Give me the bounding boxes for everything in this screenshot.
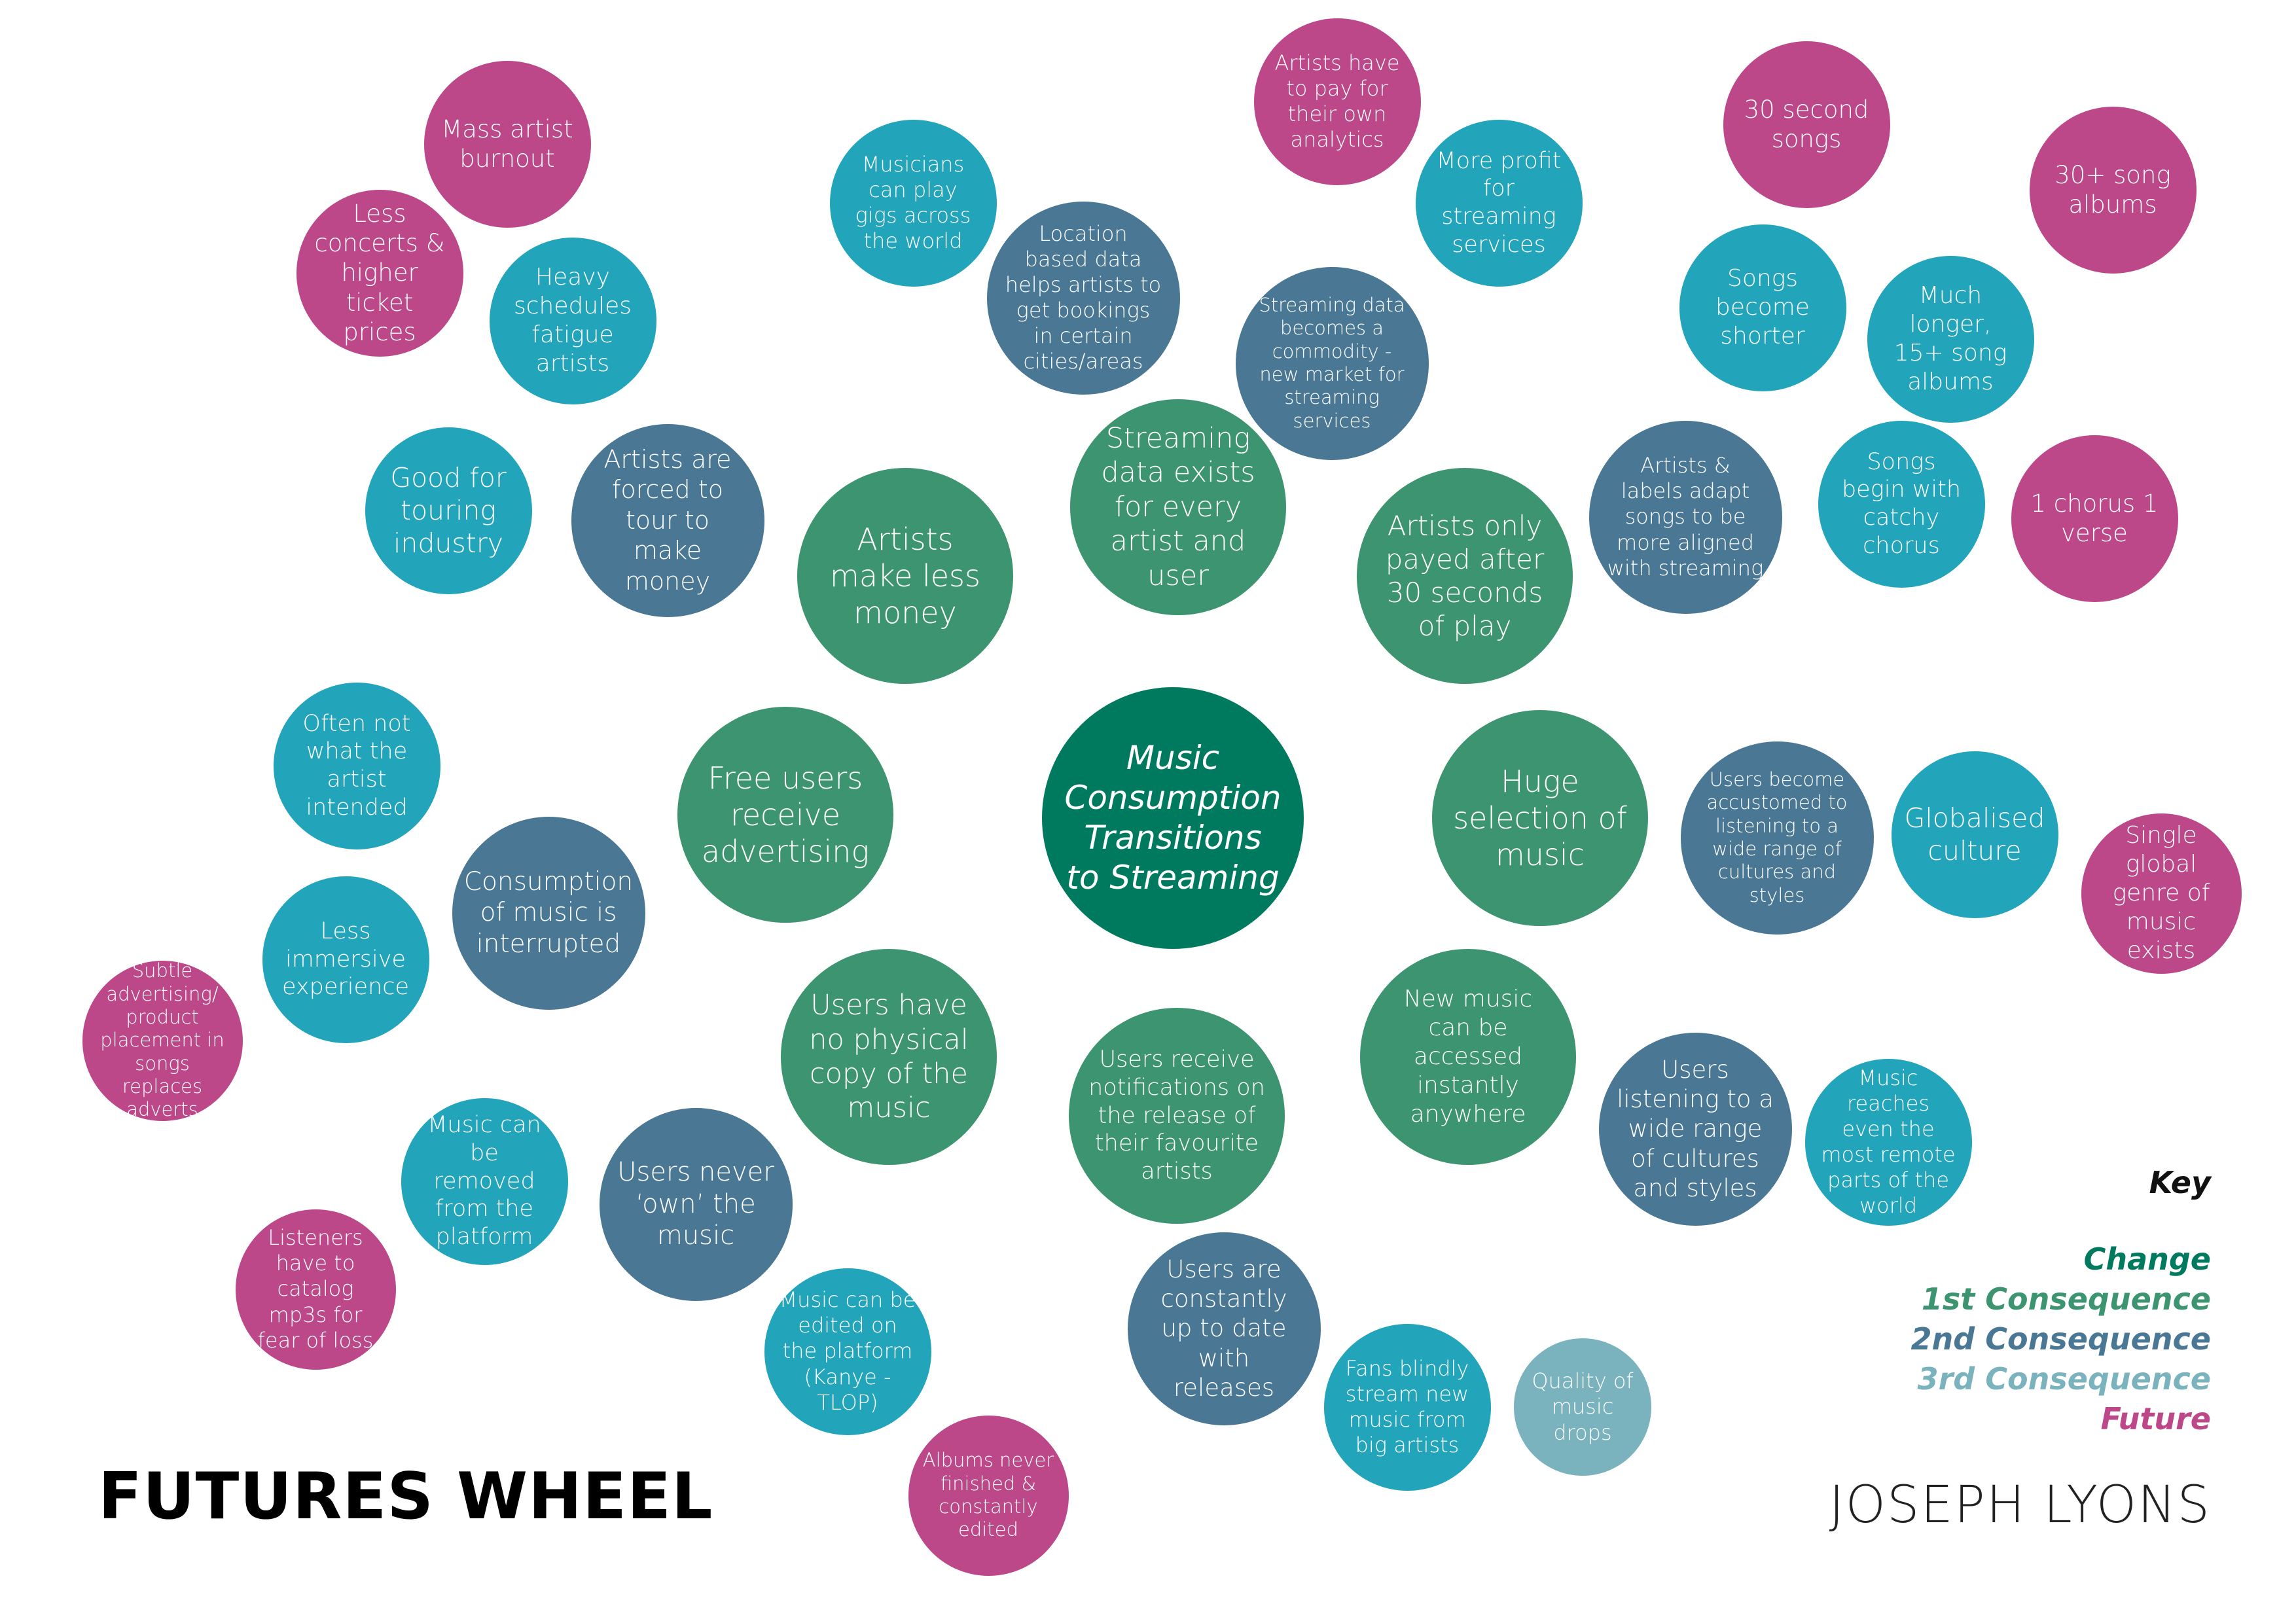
node-label: Free users receive advertising bbox=[701, 760, 870, 870]
node-huge-selection: Huge selection of music bbox=[1432, 710, 1648, 926]
legend-item-second-consequence: 2nd Consequence bbox=[1910, 1321, 2211, 1357]
node-label: Mass artist burnout bbox=[441, 115, 573, 173]
legend-item-change: Change bbox=[2083, 1241, 2211, 1277]
node-label: Often not what the artist intended bbox=[302, 710, 411, 821]
node-label: Users are constantly up to date with rel… bbox=[1160, 1255, 1287, 1402]
node-wide-range-listening: Users listening to a wide range of cultu… bbox=[1598, 1032, 1792, 1226]
node-fans-blindly: Fans blindly stream new music from big a… bbox=[1323, 1323, 1491, 1491]
node-label: Artists make less money bbox=[830, 521, 980, 631]
node-forced-tour: Artists are forced to tour to make money bbox=[571, 423, 764, 617]
node-good-touring: Good for touring industry bbox=[365, 427, 532, 594]
node-chorus-verse: 1 chorus 1 verse bbox=[2011, 435, 2178, 602]
node-remote-parts: Music reaches even the most remote parts… bbox=[1804, 1058, 1972, 1226]
node-label: Artists only payed after 30 seconds of p… bbox=[1385, 509, 1545, 643]
node-label: Artists & labels adapt songs to be more … bbox=[1607, 453, 1764, 580]
node-label: Users never ‘own’ the music bbox=[617, 1156, 774, 1251]
node-label: Music can be removed from the platform bbox=[427, 1112, 541, 1251]
node-label: Consumption of music is interrupted bbox=[463, 866, 634, 959]
node-label: Less concerts & higher ticket prices bbox=[314, 200, 445, 346]
node-notifications: Users receive notifications on the relea… bbox=[1069, 1008, 1285, 1224]
node-label: Huge selection of music bbox=[1453, 763, 1627, 873]
legend-title: Key bbox=[2149, 1165, 2211, 1200]
node-never-own: Users never ‘own’ the music bbox=[599, 1107, 793, 1301]
node-label: Musicians can play gigs across the world bbox=[855, 151, 971, 254]
node-catchy-chorus: Songs begin with catchy chorus bbox=[1818, 420, 1985, 588]
node-subtle-advertising: Subtle advertising/ product placement in… bbox=[82, 959, 243, 1121]
legend-item-future: Future bbox=[2100, 1401, 2211, 1436]
node-label: Songs begin with catchy chorus bbox=[1841, 448, 1962, 559]
node-label: Single global genre of music exists bbox=[2112, 822, 2210, 964]
node-label: 30 second songs bbox=[1744, 95, 1869, 153]
node-label: Music reaches even the most remote parts… bbox=[1821, 1065, 1956, 1219]
node-accustomed-cultures: Users become accustomed to listening to … bbox=[1680, 741, 1874, 935]
node-streaming-data-exists: Streaming data exists for every artist a… bbox=[1070, 399, 1286, 615]
node-mass-burnout: Mass artist burnout bbox=[423, 60, 591, 228]
node-label: Fans blindly stream new music from big a… bbox=[1345, 1355, 1469, 1458]
node-gigs-world: Musicians can play gigs across the world bbox=[829, 119, 997, 287]
node-often-not-intended: Often not what the artist intended bbox=[273, 682, 440, 849]
node-label: Subtle advertising/ product placement in… bbox=[100, 959, 224, 1121]
node-label: Less immersive experience bbox=[282, 918, 409, 1001]
node-songs-shorter: Songs become shorter bbox=[1679, 224, 1846, 391]
page-title: FUTURES WHEEL bbox=[98, 1459, 713, 1534]
node-label: Globalised culture bbox=[1904, 802, 2045, 866]
node-label: Songs become shorter bbox=[1715, 265, 1810, 349]
node-label: Much longer, 15+ song albums bbox=[1893, 282, 2007, 395]
node-label: Artists have to pay for their own analyt… bbox=[1274, 50, 1400, 152]
node-label: 1 chorus 1 verse bbox=[2030, 489, 2159, 547]
node-label: Music can be edited on the platform (Kan… bbox=[779, 1287, 916, 1415]
node-data-commodity: Streaming data becomes a commodity - new… bbox=[1235, 266, 1429, 460]
node-music-edited: Music can be edited on the platform (Kan… bbox=[764, 1268, 931, 1435]
node-globalised: Globalised culture bbox=[1891, 751, 2058, 918]
node-consumption-interrupted: Consumption of music is interrupted bbox=[452, 816, 645, 1010]
node-label: Good for touring industry bbox=[390, 461, 507, 559]
legend-item-first-consequence: 1st Consequence bbox=[1921, 1281, 2211, 1317]
node-catalog-mp3s: Listeners have to catalog mp3s for fear … bbox=[235, 1209, 396, 1370]
node-center: Music Consumption Transitions to Streami… bbox=[1042, 687, 1304, 949]
node-label: Listeners have to catalog mp3s for fear … bbox=[257, 1225, 374, 1353]
author-name: JOSEPH LYONS bbox=[1829, 1476, 2211, 1535]
node-quality-drops: Quality of music drops bbox=[1514, 1338, 1651, 1476]
node-label: Heavy schedules fatigue artists bbox=[513, 264, 632, 377]
node-label: New music can be accessed instantly anyw… bbox=[1403, 986, 1533, 1128]
node-no-physical-copy: Users have no physical copy of the music bbox=[781, 949, 997, 1165]
node-label: Users listening to a wide range of cultu… bbox=[1617, 1056, 1774, 1202]
node-less-immersive: Less immersive experience bbox=[262, 876, 429, 1043]
node-label: Location based data helps artists to get… bbox=[1005, 221, 1162, 374]
node-albums-never-finished: Albums never finished & constantly edite… bbox=[908, 1415, 1069, 1576]
node-label: Users have no physical copy of the music bbox=[809, 989, 969, 1125]
node-heavy-schedules: Heavy schedules fatigue artists bbox=[489, 237, 656, 404]
node-up-to-date: Users are constantly up to date with rel… bbox=[1127, 1232, 1321, 1425]
node-label: Albums never finished & constantly edite… bbox=[922, 1449, 1054, 1541]
node-pay-analytics: Artists have to pay for their own analyt… bbox=[1253, 18, 1421, 185]
node-more-profit: More profit for streaming services bbox=[1415, 119, 1583, 287]
node-thirty-plus-albums: 30+ song albums bbox=[2029, 106, 2197, 274]
legend: Key Change 1st Consequence 2nd Consequen… bbox=[1911, 1165, 2211, 1439]
node-label: Streaming data becomes a commodity - new… bbox=[1259, 293, 1405, 432]
node-instant-access: New music can be accessed instantly anyw… bbox=[1360, 949, 1576, 1165]
node-thirty-second-songs: 30 second songs bbox=[1723, 41, 1890, 208]
node-label: Music Consumption Transitions to Streami… bbox=[1064, 739, 1282, 897]
legend-item-third-consequence: 3rd Consequence bbox=[1917, 1361, 2211, 1397]
node-label: Quality of music drops bbox=[1532, 1368, 1634, 1445]
node-music-removed: Music can be removed from the platform bbox=[401, 1097, 568, 1265]
node-label: Streaming data exists for every artist a… bbox=[1101, 421, 1255, 592]
node-paid-after-30: Artists only payed after 30 seconds of p… bbox=[1357, 468, 1573, 684]
node-location-data: Location based data helps artists to get… bbox=[986, 201, 1180, 395]
node-label: More profit for streaming services bbox=[1436, 147, 1562, 258]
node-free-users-ads: Free users receive advertising bbox=[677, 707, 893, 923]
node-labels-adapt: Artists & labels adapt songs to be more … bbox=[1588, 420, 1782, 614]
node-artists-less-money: Artists make less money bbox=[797, 468, 1013, 684]
node-less-concerts: Less concerts & higher ticket prices bbox=[296, 189, 463, 357]
node-label: Users receive notifications on the relea… bbox=[1088, 1046, 1265, 1185]
node-longer-albums: Much longer, 15+ song albums bbox=[1867, 255, 2034, 423]
node-label: Artists are forced to tour to make money bbox=[603, 445, 732, 596]
node-label: Users become accustomed to listening to … bbox=[1706, 768, 1848, 906]
node-single-genre: Single global genre of music exists bbox=[2081, 813, 2242, 974]
node-label: 30+ song albums bbox=[2054, 160, 2171, 219]
